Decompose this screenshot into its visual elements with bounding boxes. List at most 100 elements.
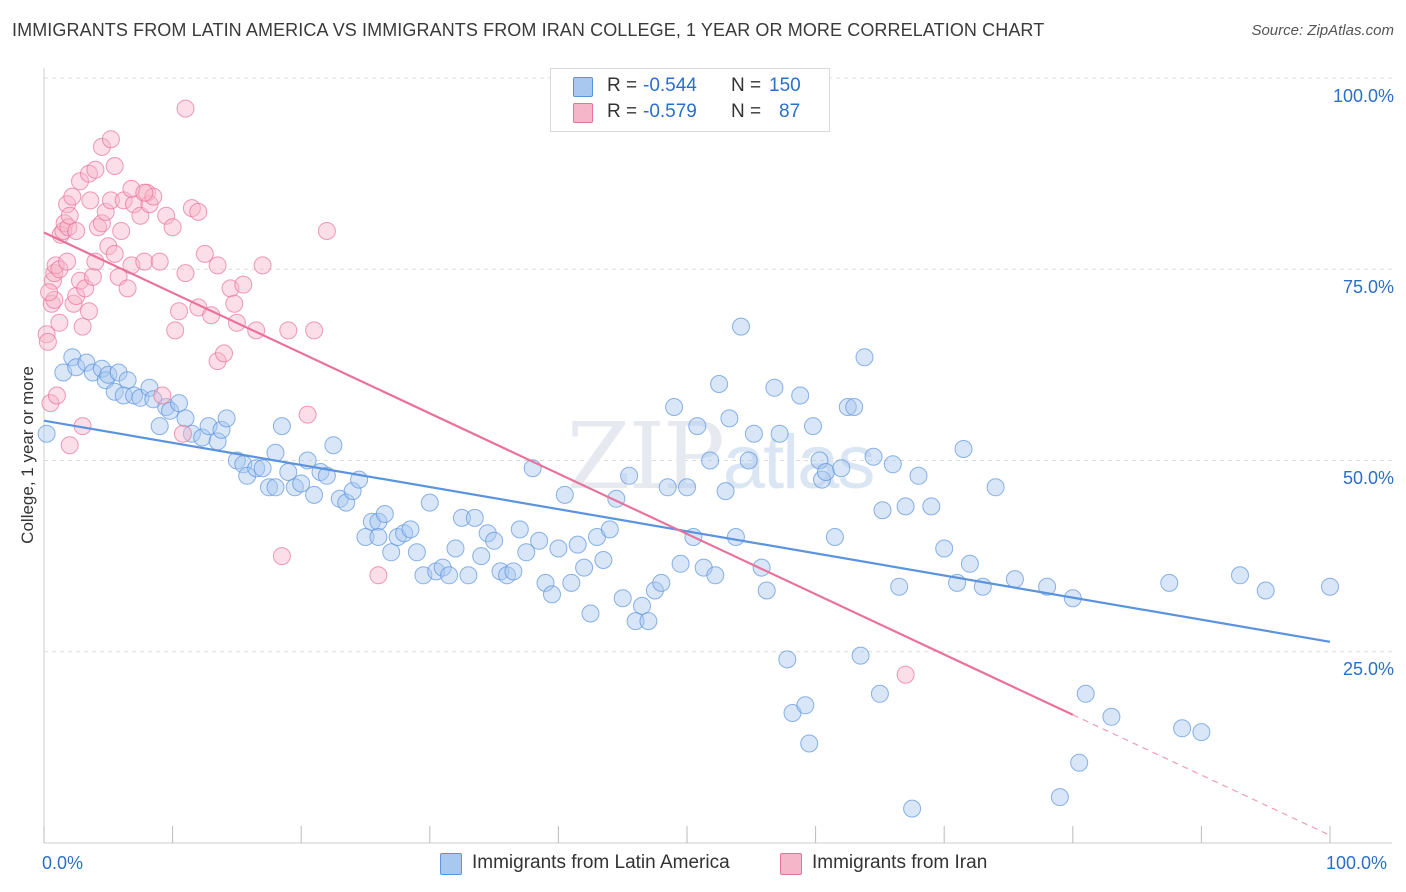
latin-america-point <box>645 581 664 600</box>
latin-america-point <box>639 612 658 631</box>
latin-america-point <box>212 420 231 439</box>
iran-point <box>163 218 182 237</box>
latin-america-point <box>678 478 696 497</box>
latin-america-point <box>855 348 874 367</box>
iran-point <box>118 279 137 298</box>
trend-line-latin-america <box>43 419 1331 643</box>
latin-america-point <box>954 440 973 458</box>
legend-swatch-latin-america <box>573 77 593 97</box>
legend-r-label: R = <box>607 75 638 96</box>
latin-america-point <box>665 398 684 416</box>
bottom-legend-swatch-iran <box>780 853 802 875</box>
trend-lines <box>43 231 1331 836</box>
bottom-legend-swatch-latin-america <box>440 853 462 875</box>
iran-point <box>144 187 163 206</box>
latin-america-point <box>260 478 278 497</box>
source-label: Source: ZipAtlas.com <box>1251 22 1394 39</box>
latin-america-point <box>732 317 750 336</box>
stats-legend: R = -0.544 N = 150 R = -0.579 N = 87 <box>550 68 830 132</box>
latin-america-point <box>922 497 941 516</box>
latin-america-point <box>536 573 555 592</box>
latin-america-point <box>543 585 561 604</box>
latin-america-point <box>1173 719 1192 738</box>
latin-america-point <box>1102 707 1121 726</box>
latin-america-point <box>739 451 758 470</box>
y-tick-50: 50.0% <box>1342 468 1394 488</box>
latin-america-point <box>816 463 835 481</box>
iran-point <box>112 222 131 240</box>
iran-point <box>38 332 57 351</box>
y-tick-75: 75.0% <box>1342 277 1394 297</box>
latin-america-point <box>757 581 776 600</box>
y-tick-25: 25.0% <box>1342 659 1394 679</box>
iran-point <box>125 195 143 214</box>
latin-america-point <box>896 497 915 516</box>
latin-america-point <box>1070 753 1089 772</box>
y-axis-label: College, 1 year or more <box>18 366 37 544</box>
latin-america-point <box>804 417 822 436</box>
latin-america-point <box>504 562 523 581</box>
latin-america-point <box>706 566 725 585</box>
latin-america-point <box>176 409 195 428</box>
latin-america-point <box>555 485 574 504</box>
latin-america-point <box>671 554 690 573</box>
latin-america-point <box>369 528 388 546</box>
iran-point <box>60 206 79 225</box>
latin-america-point <box>1321 577 1339 596</box>
iran-point <box>272 547 291 566</box>
iran-point <box>67 222 86 240</box>
iran-point <box>153 386 172 405</box>
latin-america-point <box>446 539 465 558</box>
series-latin-america-points <box>37 317 1339 818</box>
iran-point <box>189 202 208 221</box>
iran-point <box>225 294 244 313</box>
latin-america-point <box>575 558 594 577</box>
iran-point <box>47 386 66 405</box>
latin-america-point <box>688 417 707 436</box>
iran-point <box>135 252 154 271</box>
latin-america-point <box>77 353 96 372</box>
iran-point <box>80 302 98 321</box>
latin-america-point <box>131 388 150 407</box>
latin-america-point <box>356 528 375 546</box>
latin-america-point <box>594 551 613 569</box>
iran-point <box>41 394 60 413</box>
latin-america-point <box>838 398 857 416</box>
latin-america-point <box>452 508 471 527</box>
chart-title: IMMIGRANTS FROM LATIN AMERICA VS IMMIGRA… <box>12 20 1045 40</box>
latin-america-point <box>369 512 388 531</box>
latin-america-point <box>170 394 188 413</box>
latin-america-point <box>517 543 536 562</box>
latin-america-point <box>710 375 729 393</box>
iran-point <box>173 424 192 443</box>
iran-point <box>253 256 272 275</box>
latin-america-point <box>909 466 928 485</box>
latin-america-point <box>652 573 671 592</box>
latin-america-point <box>401 520 420 539</box>
latin-america-point <box>247 459 266 478</box>
latin-america-point <box>67 358 86 377</box>
latin-america-point <box>716 482 735 501</box>
latin-america-point <box>317 466 336 485</box>
legend-r-label: R = <box>607 101 638 122</box>
iran-point <box>96 202 115 221</box>
latin-america-point <box>1005 570 1024 589</box>
iran-point <box>101 130 120 149</box>
latin-america-point <box>37 424 56 443</box>
legend-n-value: 150 <box>769 75 801 96</box>
iran-point <box>305 321 324 340</box>
iran-point <box>50 260 69 279</box>
latin-america-point <box>581 604 600 623</box>
iran-point <box>83 267 102 286</box>
iran-point <box>135 183 154 202</box>
iran-point <box>234 275 253 294</box>
latin-america-point <box>626 612 645 631</box>
iran-point <box>60 436 79 455</box>
latin-america-point <box>770 424 789 443</box>
latin-america-point <box>420 493 439 512</box>
iran-point <box>44 271 62 290</box>
iran-point <box>215 344 233 363</box>
latin-america-point <box>620 466 639 485</box>
latin-america-point <box>109 363 128 382</box>
iran-point <box>317 222 336 240</box>
